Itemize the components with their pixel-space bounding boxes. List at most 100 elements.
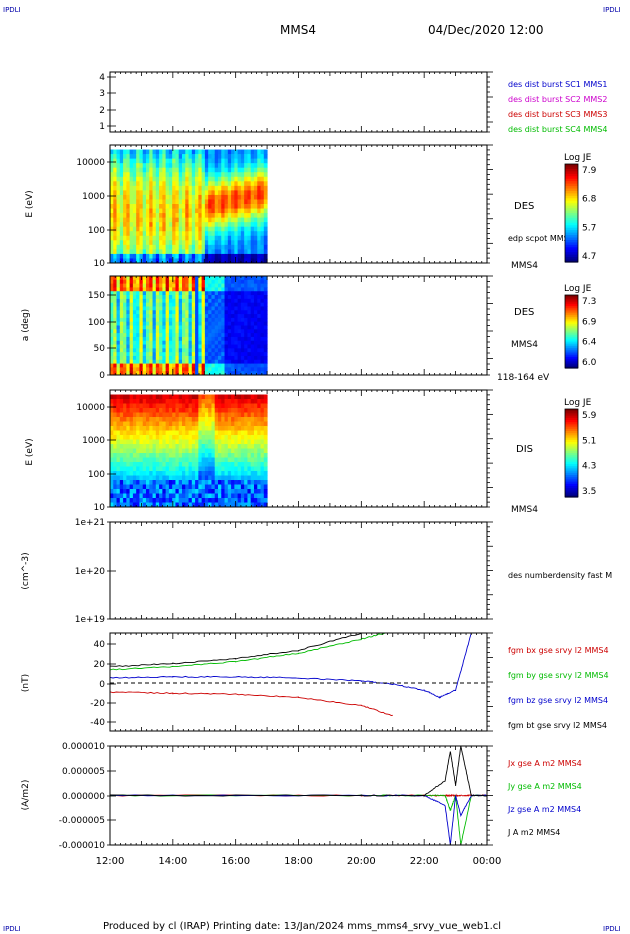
- burst-legend-item: des dist burst SC4 MMS4: [508, 125, 607, 134]
- time-tick-label: 14:00: [158, 856, 187, 867]
- dis-energy-spectrogram: [110, 394, 268, 508]
- dis-energy-colorbar: [564, 408, 579, 498]
- des-pitch-panel-ytick: 150: [88, 291, 105, 301]
- burst-panel-ytick: 1: [99, 122, 105, 132]
- dis-energy-panel-ytick: 10: [94, 503, 106, 513]
- burst-panel-ytick: 3: [99, 89, 105, 99]
- density-legend-item: des numberdensity fast M: [508, 571, 612, 580]
- bfield-series-line: [109, 632, 393, 671]
- time-tick-label: 16:00: [221, 856, 250, 867]
- dis-energy-colorbar-tick: 5.1: [582, 436, 596, 446]
- burst-legend-item: des dist burst SC1 MMS1: [508, 80, 607, 89]
- bfield-panel-ytick: 20: [94, 660, 106, 670]
- des-pitch-colorbar-tick: 7.3: [582, 297, 596, 307]
- bfield-panel-frame: [109, 632, 488, 732]
- des-pitch-label: DES: [514, 307, 534, 318]
- time-tick-label: 20:00: [347, 856, 376, 867]
- burst-legend-item: des dist burst SC3 MMS3: [508, 110, 607, 119]
- des-pitch-colorbar: [564, 294, 579, 369]
- des-pitch-colorbar-tick: 6.9: [582, 317, 597, 327]
- des-energy-colorbar-tick: 6.8: [582, 195, 597, 205]
- des-energy-sublabel: edp scpot MMS4: [508, 234, 574, 243]
- des-energy-ylabel: E (eV): [25, 190, 35, 217]
- dis-energy-label: DIS: [516, 444, 533, 455]
- corner-label-top-right: IPDLI: [603, 6, 621, 14]
- des-energy-colorbar-tick: 5.7: [582, 223, 596, 233]
- des-energy-panel-ytick: 100: [88, 226, 105, 236]
- dis-energy-ylabel: E (eV): [25, 438, 35, 465]
- current-panel-ytick: -0.000010: [59, 841, 105, 851]
- density-panel-frame: [109, 521, 488, 620]
- time-tick-label: 12:00: [96, 856, 125, 867]
- header-spacecraft: MMS4: [280, 23, 316, 37]
- density-ylabel: (cm^-3): [21, 552, 31, 589]
- time-tick-label: 22:00: [410, 856, 439, 867]
- dis-energy-colorbar-tick: 4.3: [582, 462, 596, 472]
- des-pitch-colorbar-tick: 6.0: [582, 358, 597, 368]
- bfield-series-line: [109, 632, 472, 699]
- des-pitch-sublabel: MMS4: [511, 340, 538, 350]
- density-panel-ytick: 1e+20: [75, 567, 106, 577]
- bfield-legend-item: fgm bt gse srvy l2 MMS4: [508, 721, 607, 730]
- des-energy-label: DES: [514, 201, 534, 212]
- burst-panel-frame: [109, 71, 488, 133]
- corner-label-bottom-left: IPDLI: [3, 925, 21, 933]
- bfield-series-line: [109, 633, 362, 667]
- dis-energy-colorbar-title: Log JE: [564, 398, 592, 408]
- bfield-legend-item: fgm bx gse srvy l2 MMS4: [508, 646, 609, 655]
- bfield-panel-ytick: 40: [94, 640, 106, 650]
- dis-energy-panel-ytick: 10000: [76, 403, 105, 413]
- bfield-legend-item: fgm bz gse srvy l2 MMS4: [508, 696, 608, 705]
- time-tick-label: 18:00: [284, 856, 313, 867]
- burst-panel-ytick: 2: [99, 106, 105, 116]
- des-energy-colorbar-tick: 7.9: [582, 166, 597, 176]
- current-ylabel: (A/m2): [21, 780, 31, 811]
- bfield-panel-ytick: -40: [90, 718, 105, 728]
- current-series-line: [109, 794, 488, 846]
- current-panel-ytick: 0.000000: [62, 792, 105, 802]
- des-energy-colorbar: [564, 163, 579, 263]
- time-tick-label: 00:00: [473, 856, 502, 867]
- des-energy-panel-ytick: 10: [94, 259, 106, 269]
- des-energy-panel-ytick: 1000: [82, 192, 105, 202]
- des-energy-below: MMS4: [511, 261, 538, 271]
- dis-energy-panel-ytick: 1000: [82, 436, 105, 446]
- current-panel-ytick: 0.000005: [62, 767, 105, 777]
- bfield-ylabel: (nT): [21, 674, 31, 692]
- bfield-panel-ytick: 0: [99, 680, 105, 690]
- des-energy-colorbar-title: Log JE: [564, 153, 592, 163]
- des-pitch-colorbar-title: Log JE: [564, 284, 592, 294]
- dis-energy-colorbar-tick: 3.5: [582, 487, 596, 497]
- bfield-series-line: [109, 691, 393, 716]
- dis-energy-below: MMS4: [511, 505, 538, 515]
- des-pitch-panel-ytick: 0: [99, 371, 105, 381]
- burst-legend-item: des dist burst SC2 MMS2: [508, 95, 607, 104]
- current-legend-item: Jx gse A m2 MMS4: [507, 759, 582, 768]
- header-datetime: 04/Dec/2020 12:00: [428, 23, 544, 37]
- current-legend-item: Jy gse A m2 MMS4: [507, 782, 582, 791]
- des-pitch-spectrogram: [110, 276, 268, 376]
- dis-energy-panel-ytick: 100: [88, 470, 105, 480]
- des-pitch-ylabel: a (deg): [21, 309, 31, 341]
- burst-panel-ytick: 4: [99, 73, 105, 83]
- corner-label-top-left: IPDLI: [3, 6, 21, 14]
- density-panel-ytick: 1e+19: [75, 615, 106, 625]
- des-pitch-below: 118-164 eV: [497, 373, 550, 383]
- dis-energy-colorbar-tick: 5.9: [582, 411, 597, 421]
- des-pitch-colorbar-tick: 6.4: [582, 338, 597, 348]
- density-panel-ytick: 1e+21: [75, 518, 105, 528]
- des-pitch-panel-ytick: 50: [94, 344, 106, 354]
- bfield-panel-ytick: -20: [90, 699, 105, 709]
- des-energy-colorbar-tick: 4.7: [582, 252, 596, 262]
- corner-label-bottom-right: IPDLI: [603, 925, 621, 933]
- current-series-line: [109, 794, 488, 846]
- current-panel-ytick: -0.000005: [59, 816, 105, 826]
- current-panel-ytick: 0.000010: [62, 742, 105, 752]
- footer-credits: Produced by cl (IRAP) Printing date: 13/…: [103, 921, 501, 932]
- current-series-line: [109, 745, 488, 798]
- des-energy-panel-ytick: 10000: [76, 158, 105, 168]
- des-energy-spectrogram: [110, 149, 268, 264]
- bfield-legend-item: fgm by gse srvy l2 MMS4: [508, 671, 609, 680]
- current-legend-item: J A m2 MMS4: [507, 828, 560, 837]
